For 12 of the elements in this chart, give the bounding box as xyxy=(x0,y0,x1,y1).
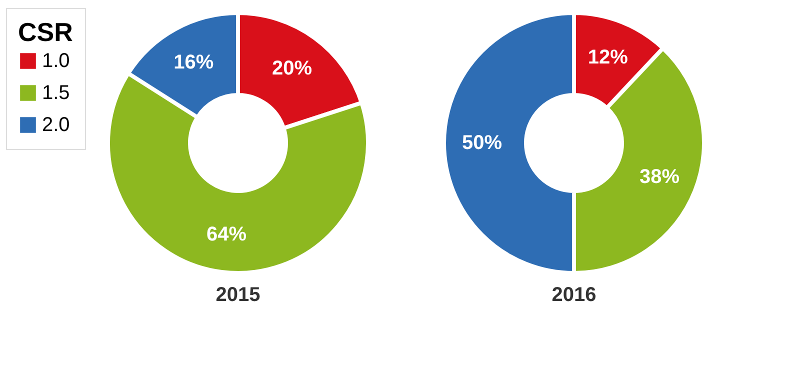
data-label: 38% xyxy=(640,166,680,188)
data-label: 64% xyxy=(206,223,247,246)
text: 2016 xyxy=(552,284,596,306)
legend-label: 1.5 xyxy=(42,82,70,104)
data-label: 50% xyxy=(462,132,502,154)
legend-label: 1.0 xyxy=(42,50,70,72)
text: 2015 xyxy=(216,284,260,306)
legend-title: CSR xyxy=(18,17,74,47)
data-label: 16% xyxy=(174,51,214,74)
data-label: 20% xyxy=(272,58,312,80)
data-label: 12% xyxy=(588,46,628,68)
legend-label: 2.0 xyxy=(42,114,70,136)
